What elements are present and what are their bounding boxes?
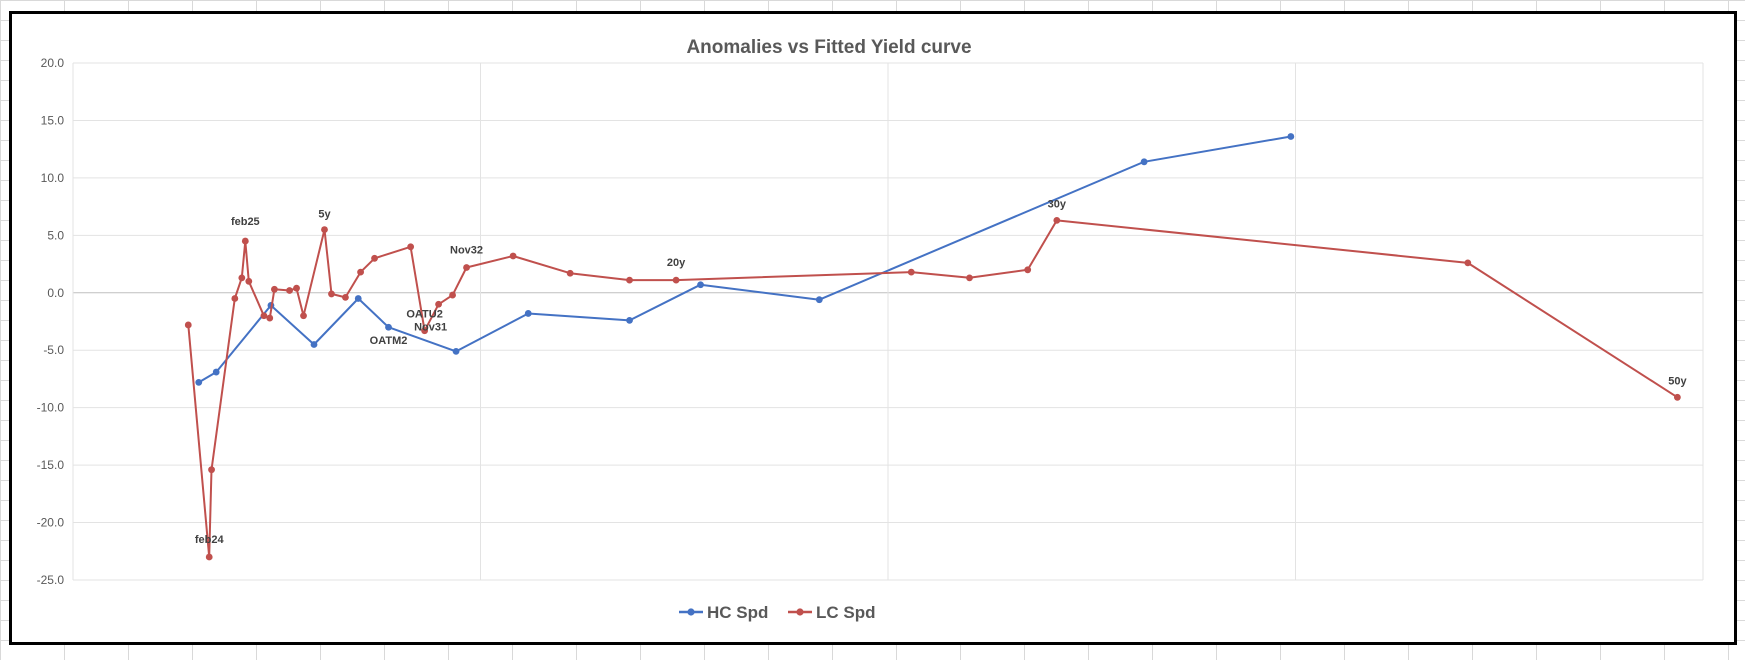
data-point-lc[interactable] bbox=[1464, 259, 1472, 267]
data-point-hc[interactable] bbox=[212, 368, 220, 376]
data-point-lc[interactable] bbox=[293, 284, 300, 292]
data-point-lc[interactable] bbox=[566, 269, 574, 277]
data-point-lc[interactable] bbox=[449, 291, 456, 299]
data-point-lc[interactable] bbox=[271, 285, 278, 293]
y-tick-label: 20.0 bbox=[41, 56, 65, 70]
data-point-lc[interactable] bbox=[357, 268, 364, 276]
series-line-lc bbox=[187, 219, 1678, 558]
data-point-lc[interactable] bbox=[907, 268, 915, 276]
data-point-lc[interactable] bbox=[421, 327, 429, 335]
point-label: 30y bbox=[1048, 198, 1067, 210]
point-label: 20y bbox=[667, 257, 686, 269]
data-point-lc[interactable] bbox=[626, 276, 633, 284]
legend-item-hc[interactable]: HC Spd bbox=[679, 603, 768, 622]
data-point-hc[interactable] bbox=[1287, 133, 1295, 140]
data-point-lc[interactable] bbox=[184, 321, 192, 329]
y-tick-label: -5.0 bbox=[43, 343, 64, 357]
data-point-lc[interactable] bbox=[231, 295, 239, 302]
point-label: 50y bbox=[1668, 375, 1687, 387]
data-point-hc[interactable] bbox=[815, 296, 823, 304]
y-axis-ticks: 20.0 15.0 10.0 5.0 0.0 -5.0 -10.0 -15.0 -20.0 -25… bbox=[37, 56, 65, 587]
data-point-hc[interactable] bbox=[697, 281, 704, 289]
point-label: Nov31 bbox=[414, 321, 447, 333]
y-tick-label: -15.0 bbox=[37, 458, 65, 472]
point-label: feb25 bbox=[231, 216, 260, 228]
data-point-hc[interactable] bbox=[452, 347, 460, 355]
y-tick-label: 5.0 bbox=[47, 228, 64, 242]
data-point-hc[interactable] bbox=[1140, 158, 1148, 166]
y-tick-label: 10.0 bbox=[41, 171, 65, 185]
data-point-lc[interactable] bbox=[245, 277, 253, 285]
data-point-lc[interactable] bbox=[266, 314, 274, 322]
data-point-lc[interactable] bbox=[509, 252, 517, 260]
legend-label-lc: LC Spd bbox=[816, 603, 876, 622]
data-point-lc[interactable] bbox=[260, 312, 268, 320]
point-label: feb24 bbox=[195, 534, 225, 546]
data-point-lc[interactable] bbox=[371, 254, 378, 262]
plot-grid bbox=[72, 62, 1704, 581]
data-point-hc[interactable] bbox=[626, 316, 633, 324]
data-point-lc[interactable] bbox=[321, 226, 328, 233]
data-point-lc[interactable] bbox=[205, 553, 213, 561]
data-point-lc[interactable] bbox=[435, 300, 442, 308]
data-point-lc[interactable] bbox=[966, 274, 973, 282]
data-point-lc[interactable] bbox=[1673, 393, 1681, 401]
y-tick-label: -20.0 bbox=[37, 516, 65, 530]
legend-label-hc: HC Spd bbox=[707, 603, 768, 622]
y-tick-label: -25.0 bbox=[37, 573, 65, 587]
data-point-hc[interactable] bbox=[310, 341, 318, 348]
data-point-hc[interactable] bbox=[195, 378, 203, 386]
legend[interactable]: HC Spd LC Spd bbox=[679, 603, 876, 622]
data-point-lc[interactable] bbox=[1024, 266, 1032, 274]
data-point-lc[interactable] bbox=[342, 293, 349, 301]
data-point-lc[interactable] bbox=[463, 264, 470, 271]
legend-item-lc[interactable]: LC Spd bbox=[788, 603, 876, 622]
data-point-lc[interactable] bbox=[238, 274, 246, 282]
data-point-lc[interactable] bbox=[672, 276, 680, 284]
point-label: 5y bbox=[318, 209, 331, 221]
data-point-lc[interactable] bbox=[208, 466, 215, 474]
y-tick-label: -10.0 bbox=[37, 401, 65, 415]
data-point-lc[interactable] bbox=[328, 290, 335, 298]
y-tick-label: 0.0 bbox=[47, 286, 64, 300]
data-point-lc[interactable] bbox=[407, 243, 415, 251]
data-point-lc[interactable] bbox=[300, 312, 307, 320]
chart-title: Anomalies vs Fitted Yield curve bbox=[686, 37, 971, 58]
point-label: Nov32 bbox=[450, 245, 483, 257]
y-tick-label: 15.0 bbox=[41, 113, 65, 127]
data-point-lc[interactable] bbox=[241, 237, 249, 245]
series-layer bbox=[184, 133, 1681, 561]
series-line-hc bbox=[198, 135, 1291, 384]
point-label: OATM2 bbox=[370, 335, 408, 347]
data-point-hc[interactable] bbox=[524, 310, 532, 317]
data-point-lc[interactable] bbox=[286, 287, 293, 294]
point-label: OATU2 bbox=[406, 309, 442, 321]
data-point-hc[interactable] bbox=[385, 323, 392, 331]
data-point-hc[interactable] bbox=[354, 295, 362, 302]
data-point-lc[interactable] bbox=[1053, 216, 1061, 224]
